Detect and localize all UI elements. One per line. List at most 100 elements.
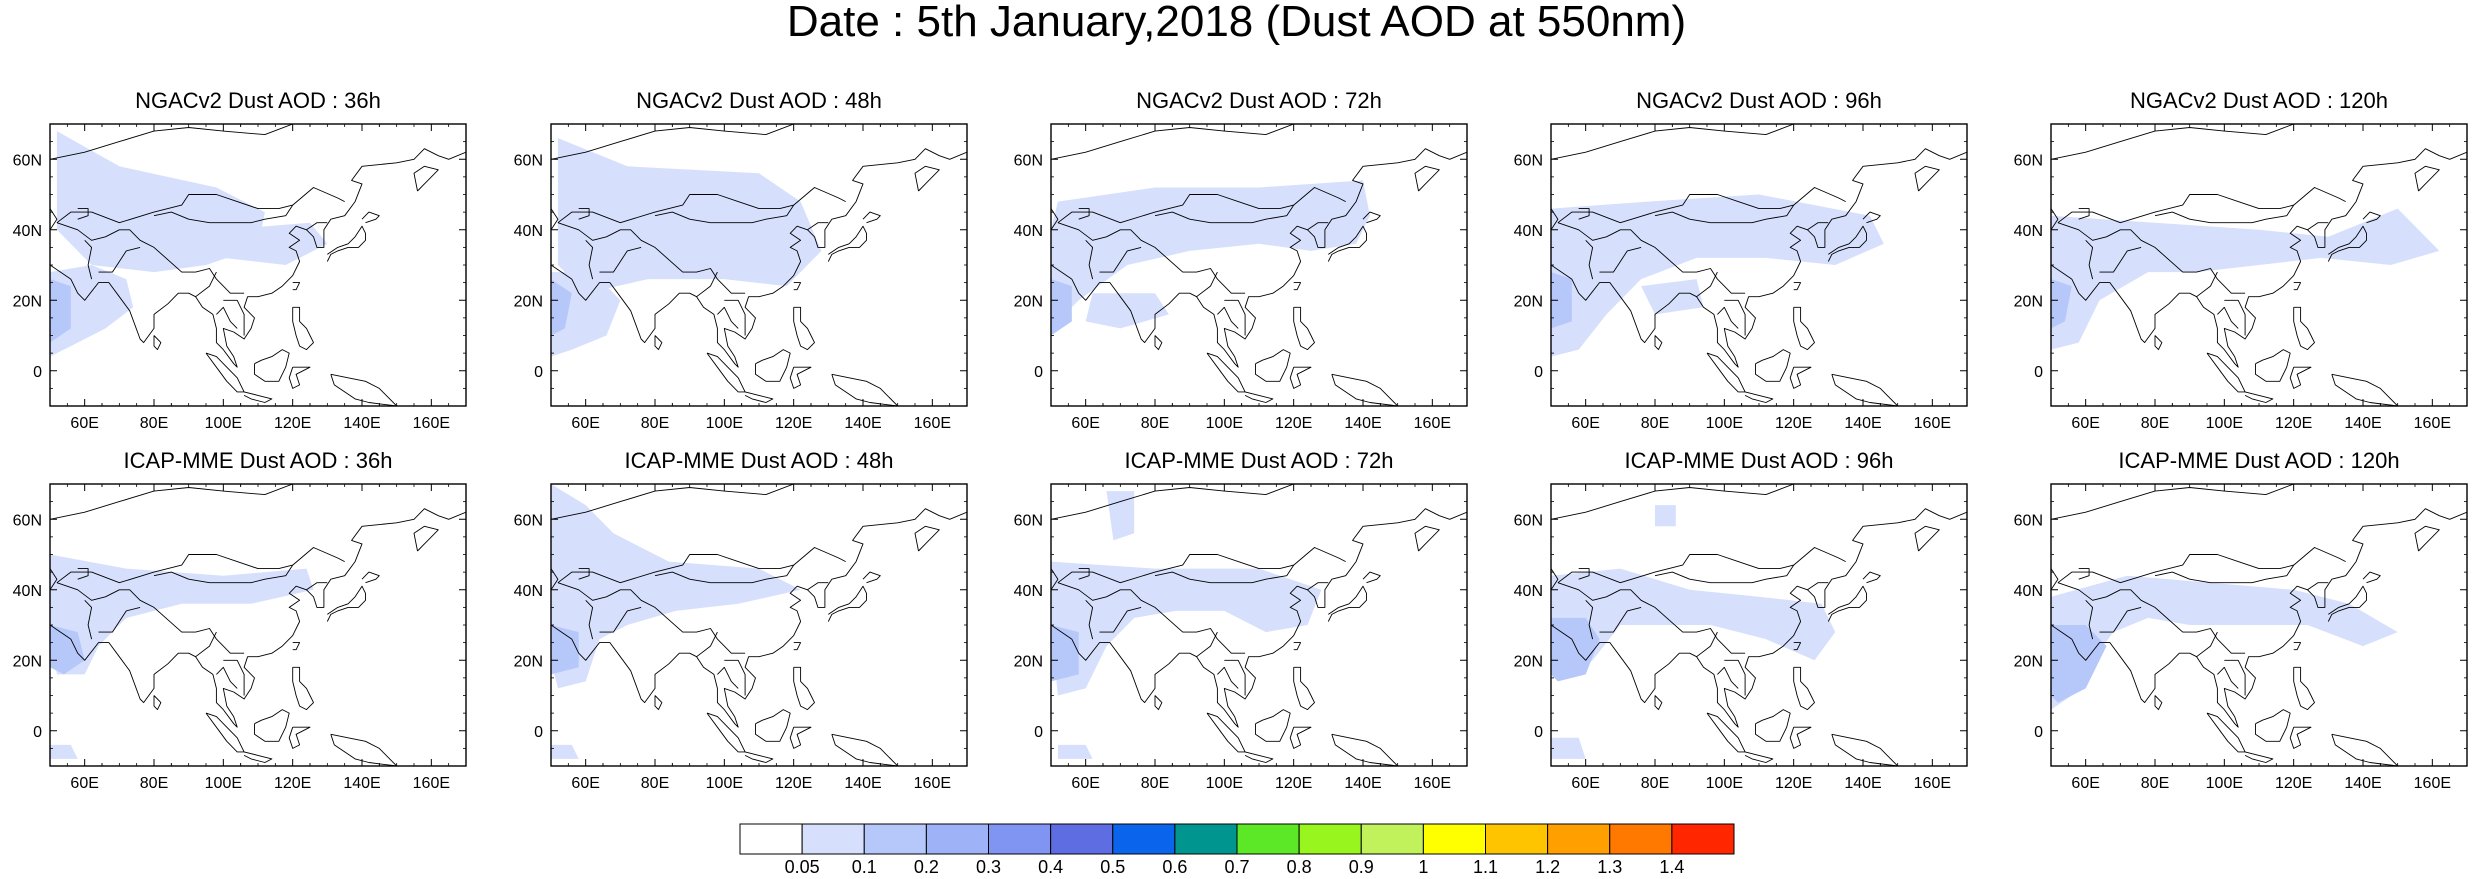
coastline bbox=[1793, 666, 1815, 711]
dust-region bbox=[557, 138, 822, 294]
y-tick-label: 0 bbox=[534, 364, 543, 381]
coastline bbox=[1293, 666, 1315, 711]
coastline bbox=[2154, 204, 2295, 224]
coastline bbox=[153, 204, 294, 224]
panel-title: NGACv2 Dust AOD : 72h bbox=[1136, 88, 1382, 113]
coastline bbox=[1099, 246, 1142, 273]
x-tick-label: 160E bbox=[914, 775, 951, 792]
colorbar-label: 1.3 bbox=[1597, 857, 1622, 877]
x-tick-label: 160E bbox=[413, 415, 450, 432]
coastline bbox=[2057, 222, 2246, 294]
coastline bbox=[292, 642, 301, 651]
y-tick-label: 20N bbox=[13, 293, 42, 310]
coastline bbox=[2196, 631, 2218, 658]
coastline bbox=[1362, 211, 1381, 224]
colorbar-label: 0.5 bbox=[1100, 857, 1125, 877]
coastline bbox=[2224, 299, 2246, 336]
colorbar-swatch bbox=[801, 823, 865, 855]
map-panel: ICAP-MME Dust AOD : 96h 60E 80E 100E 120E 140… bbox=[1514, 448, 1968, 792]
coastline bbox=[2051, 124, 2294, 160]
coastline bbox=[1051, 148, 1467, 368]
coastline bbox=[1051, 124, 1294, 160]
x-tick-label: 100E bbox=[706, 415, 743, 432]
coastline bbox=[1057, 547, 1346, 584]
coastline bbox=[551, 124, 794, 160]
coastline bbox=[195, 631, 217, 658]
coastline bbox=[724, 299, 746, 336]
coastline bbox=[1831, 373, 1899, 406]
coastline bbox=[153, 564, 294, 584]
coastline bbox=[1551, 124, 1794, 160]
x-tick-label: 80E bbox=[2141, 775, 2169, 792]
y-tick-label: 40N bbox=[13, 223, 42, 240]
x-tick-label: 60E bbox=[70, 415, 98, 432]
panel-title: ICAP-MME Dust AOD : 48h bbox=[624, 448, 894, 473]
coastline bbox=[2289, 726, 2312, 749]
dust-region bbox=[50, 554, 314, 675]
coastline bbox=[1696, 271, 1718, 298]
coastline bbox=[2244, 391, 2274, 403]
dust-core-region bbox=[1051, 279, 1072, 336]
colorbar-label: 1.4 bbox=[1659, 857, 1684, 877]
coastline bbox=[1154, 204, 1295, 224]
dust-map: 60E 80E 100E 120E 140E 160E 0 20N 40N 60N bbox=[1514, 483, 1968, 792]
dust-map: 60E 80E 100E 120E 140E 160E 0 20N 40N 60N bbox=[514, 123, 968, 432]
coastline bbox=[1717, 666, 1739, 689]
coastline bbox=[2327, 225, 2367, 262]
dust-region bbox=[1641, 279, 1704, 315]
y-tick-label: 60N bbox=[1014, 152, 1043, 169]
x-tick-label: 140E bbox=[844, 415, 881, 432]
x-tick-label: 120E bbox=[274, 775, 311, 792]
coastline bbox=[1793, 306, 1815, 351]
map-panel: ICAP-MME Dust AOD : 36h 60E 80E 100E 120E 140… bbox=[13, 448, 467, 792]
coastline bbox=[2085, 239, 2094, 280]
y-tick-label: 40N bbox=[1514, 583, 1543, 600]
x-tick-label: 120E bbox=[2275, 775, 2312, 792]
coastline bbox=[1289, 726, 1312, 749]
coastline bbox=[223, 659, 245, 696]
coastline bbox=[1196, 271, 1218, 298]
coastline bbox=[1599, 246, 1642, 273]
x-tick-label: 60E bbox=[2071, 775, 2099, 792]
x-tick-label: 140E bbox=[2344, 415, 2381, 432]
coastline bbox=[1807, 582, 1829, 591]
coastline bbox=[755, 709, 791, 742]
dust-map: 60E 80E 100E 120E 140E 160E 0 20N 40N 60N bbox=[13, 483, 467, 792]
colorbar-swatch bbox=[1236, 823, 1300, 855]
dust-region bbox=[2051, 575, 2398, 710]
panel-title: ICAP-MME Dust AOD : 120h bbox=[2118, 448, 2400, 473]
coastline bbox=[2057, 547, 2346, 584]
coastline bbox=[1557, 222, 1746, 294]
colorbar-label: 0.2 bbox=[914, 857, 939, 877]
dust-core-region bbox=[50, 279, 71, 343]
y-tick-label: 40N bbox=[13, 583, 42, 600]
colorbar-label: 0.6 bbox=[1162, 857, 1187, 877]
colorbar: 0.05 0.1 0.2 0.3 0.4 0.5 0.6 0.7 0.8 0.9 1 1.1 1.2 1.… bbox=[739, 823, 1735, 877]
coastline bbox=[1327, 225, 1367, 262]
coastline bbox=[1551, 484, 1794, 520]
coastline bbox=[2057, 582, 2246, 654]
coastline bbox=[216, 306, 238, 329]
coastline bbox=[1293, 282, 1302, 291]
coastline bbox=[361, 571, 380, 584]
coastline bbox=[2078, 568, 2090, 580]
colorbar-swatch bbox=[1422, 823, 1486, 855]
colorbar-label: 0.7 bbox=[1224, 857, 1249, 877]
x-tick-label: 160E bbox=[2414, 775, 2451, 792]
coastline bbox=[2307, 222, 2329, 231]
x-tick-label: 60E bbox=[1571, 415, 1599, 432]
coastline bbox=[1327, 585, 1367, 622]
coastline bbox=[288, 726, 311, 749]
colorbar-swatch bbox=[1485, 823, 1549, 855]
coastline bbox=[1154, 695, 1163, 711]
x-tick-label: 100E bbox=[205, 775, 242, 792]
coastline bbox=[793, 282, 802, 291]
coastline bbox=[1831, 733, 1899, 766]
coastline bbox=[2255, 709, 2291, 742]
dust-region bbox=[551, 744, 579, 759]
dust-core-region bbox=[551, 279, 572, 336]
panel-title: NGACv2 Dust AOD : 36h bbox=[135, 88, 381, 113]
coastline bbox=[84, 239, 93, 280]
dust-core-region bbox=[1551, 617, 1600, 682]
